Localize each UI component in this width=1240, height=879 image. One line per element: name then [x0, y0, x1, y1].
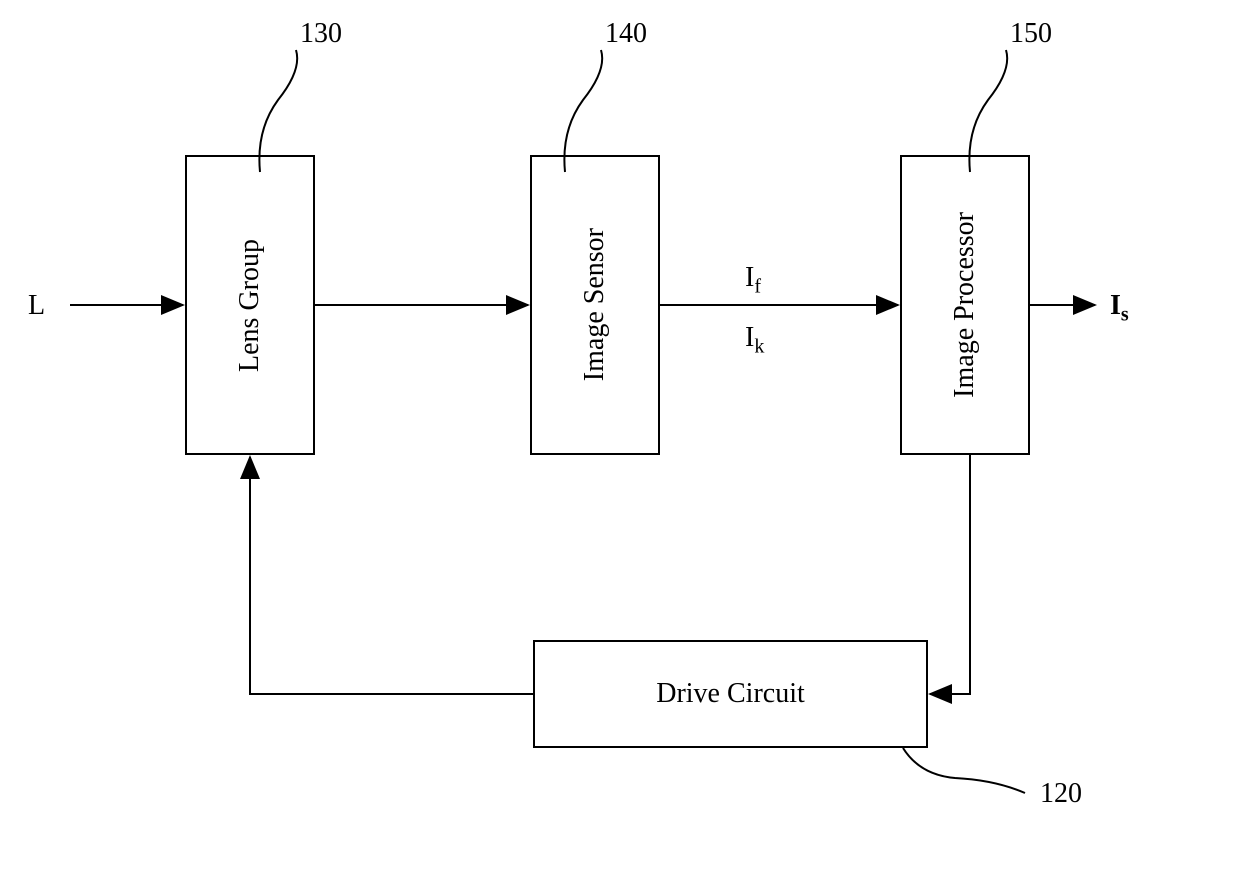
drive-circuit-box: Drive Circuit: [533, 640, 928, 748]
signal-if: If: [745, 262, 761, 299]
drive-circuit-label: Drive Circuit: [656, 678, 805, 710]
edge-processor-to-drive: [930, 455, 970, 694]
lens-group-label: Lens Group: [234, 239, 266, 372]
leader-140: [564, 50, 602, 172]
image-processor-box: Image Processor: [900, 155, 1030, 455]
image-processor-label: Image Processor: [949, 212, 981, 398]
signal-is: Is: [1110, 290, 1129, 327]
signal-l: L: [28, 290, 45, 322]
ref-130: 130: [300, 18, 342, 50]
ref-150: 150: [1010, 18, 1052, 50]
lens-group-box: Lens Group: [185, 155, 315, 455]
leader-130: [259, 50, 297, 172]
leader-150: [969, 50, 1007, 172]
leader-120: [903, 748, 1025, 793]
ref-140: 140: [605, 18, 647, 50]
image-sensor-box: Image Sensor: [530, 155, 660, 455]
image-sensor-label: Image Sensor: [579, 228, 611, 381]
ref-120: 120: [1040, 778, 1082, 810]
signal-ik: Ik: [745, 322, 764, 359]
edge-drive-to-lens: [250, 457, 533, 694]
